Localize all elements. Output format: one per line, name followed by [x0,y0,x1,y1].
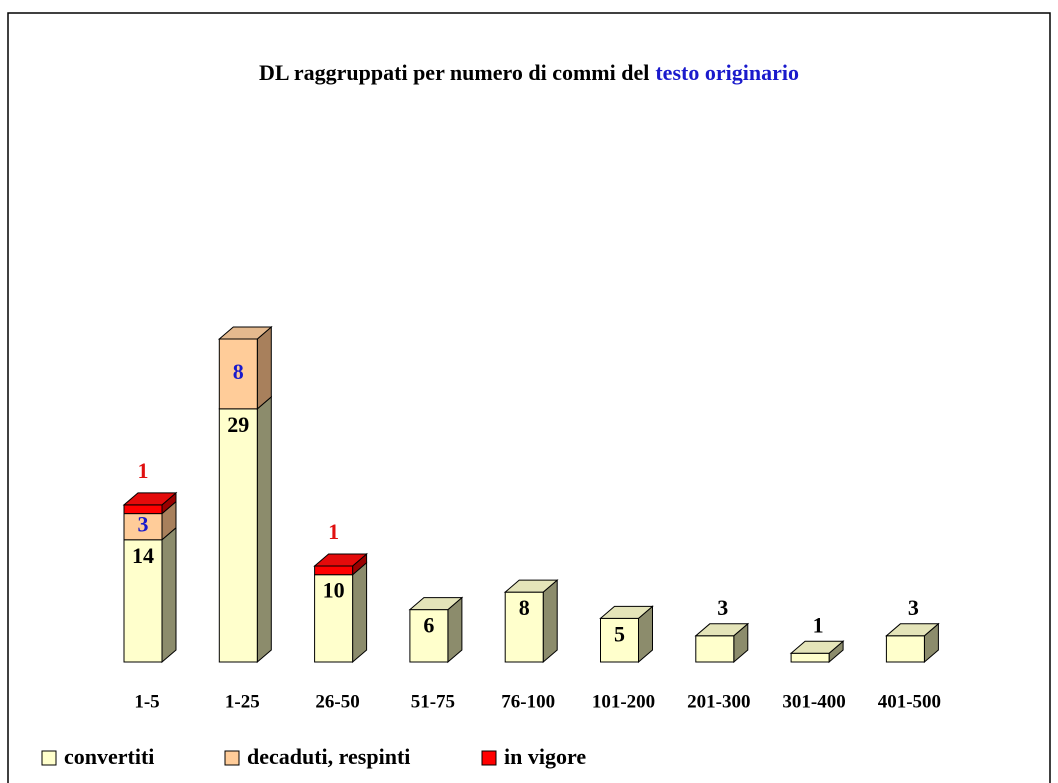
chart-frame [7,12,1051,783]
data-label: 3 [717,595,728,620]
bar-front [409,609,449,663]
data-label: 10 [323,578,345,603]
bar-top [789,640,845,654]
data-label: 1 [138,458,149,483]
bar-front [218,408,258,663]
x-tick-label: 51-75 [411,691,455,712]
bar-front [314,565,354,576]
data-label: 29 [227,412,249,437]
bar-front [790,652,830,663]
data-label: 6 [423,613,434,638]
bar-side [542,579,558,664]
data-label: 1 [328,519,339,544]
bar-side [352,561,368,664]
bar-top [217,326,273,340]
bar-segment [885,622,940,664]
bar-side [256,325,272,410]
bar-segment [218,395,272,664]
bar-front [504,591,544,663]
bar-segment [122,491,178,515]
bar-segment [408,596,464,664]
bar-segment [599,605,654,664]
data-label: 14 [132,543,154,568]
bar-segment [694,622,750,664]
bar-top [408,597,464,611]
data-label: 8 [519,595,530,620]
legend-label: in vigore [504,744,586,769]
bar-segment [217,325,273,410]
x-tick-label: 101-200 [592,691,655,712]
bar-front [885,635,925,663]
bar-segment [789,640,845,664]
bar-segment [123,526,177,664]
legend-swatch [41,750,57,766]
chart-title: DL raggruppati per numero di commi del te… [259,60,799,85]
legend-swatch [481,750,497,766]
bar-top [599,605,654,619]
bar-top [503,579,559,593]
x-tick-label: 1-25 [225,691,260,712]
legend-swatch [224,750,240,766]
bar-top [122,492,178,506]
bar-front [218,338,258,410]
x-tick-label: 26-50 [315,691,359,712]
data-label: 8 [233,359,244,384]
bar-front [123,539,163,663]
bar-side [161,526,177,664]
bar-segment [313,552,368,576]
title-part: DL raggruppati per numero di commi del [259,60,649,85]
legend-label: convertiti [64,744,154,769]
bar-top [313,553,368,567]
x-tick-label: 76-100 [501,691,555,712]
bar-segment [503,579,559,664]
x-tick-label: 201-300 [687,691,750,712]
data-label: 3 [908,595,919,620]
bar-front [600,617,639,663]
title-part: testo originario [655,60,799,85]
x-tick-label: 401-500 [878,691,941,712]
bar-top [694,623,750,637]
x-tick-label: 1-5 [134,691,159,712]
bar-top [885,623,940,637]
data-label: 3 [138,512,149,537]
legend-label: decaduti, respinti [247,744,410,769]
bar-front [695,635,735,663]
data-label: 5 [614,621,625,646]
bar-side [256,395,272,664]
data-label: 1 [813,612,824,637]
bar-front [123,504,163,515]
x-tick-label: 301-400 [782,691,845,712]
